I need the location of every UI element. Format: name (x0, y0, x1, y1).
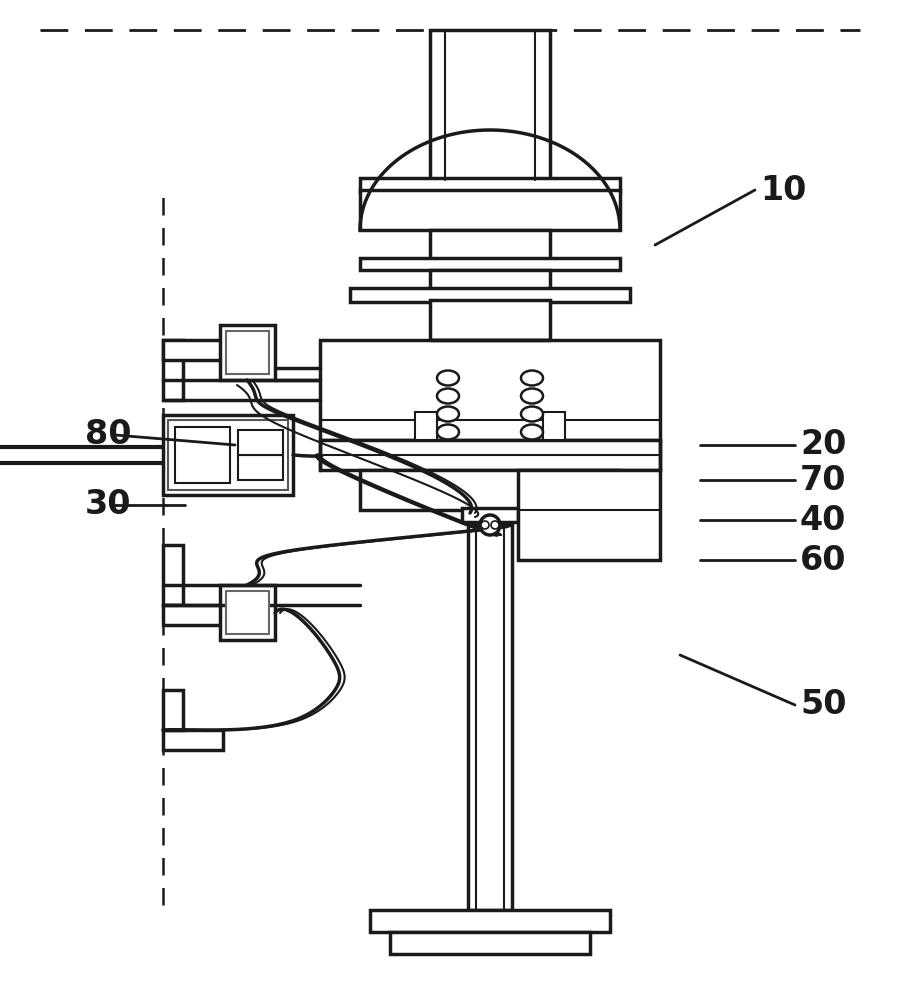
Bar (390, 932, 590, 954)
Ellipse shape (521, 370, 543, 385)
Bar (543, 412, 565, 440)
Ellipse shape (437, 406, 459, 422)
Bar (163, 340, 223, 360)
Bar (175, 427, 230, 483)
Ellipse shape (437, 424, 459, 440)
Bar (163, 730, 223, 750)
Bar (163, 340, 183, 400)
Bar (226, 331, 269, 374)
Bar (360, 258, 620, 270)
Bar (168, 420, 288, 490)
Text: 30: 30 (85, 488, 132, 522)
Bar (430, 230, 550, 260)
Ellipse shape (437, 370, 459, 385)
Circle shape (480, 515, 500, 535)
Bar (163, 545, 183, 605)
Circle shape (481, 521, 489, 529)
Bar (360, 470, 620, 510)
Bar (238, 455, 283, 480)
Bar (320, 340, 660, 440)
Bar (518, 470, 660, 560)
Text: 40: 40 (800, 504, 846, 536)
Text: 20: 20 (800, 428, 846, 462)
Text: 50: 50 (800, 688, 846, 722)
Circle shape (491, 521, 499, 529)
Ellipse shape (521, 424, 543, 440)
Bar (468, 525, 512, 910)
Ellipse shape (521, 388, 543, 403)
Bar (350, 288, 630, 302)
Ellipse shape (521, 406, 543, 422)
Bar (220, 585, 275, 640)
Bar (430, 270, 550, 290)
Bar (360, 190, 620, 230)
Text: 70: 70 (800, 464, 846, 496)
Bar (163, 605, 223, 625)
Bar (163, 415, 293, 495)
Bar (360, 178, 620, 192)
Bar (226, 591, 269, 634)
Text: 60: 60 (800, 544, 846, 576)
Bar (415, 412, 437, 440)
Text: 80: 80 (85, 418, 132, 452)
Bar (462, 508, 518, 522)
Bar (163, 690, 183, 730)
Bar (370, 910, 610, 932)
Bar (430, 30, 550, 180)
Bar (320, 440, 660, 470)
Bar (238, 430, 283, 455)
Bar (220, 325, 275, 380)
Text: 10: 10 (760, 174, 806, 207)
Ellipse shape (437, 388, 459, 403)
Bar (430, 300, 550, 340)
